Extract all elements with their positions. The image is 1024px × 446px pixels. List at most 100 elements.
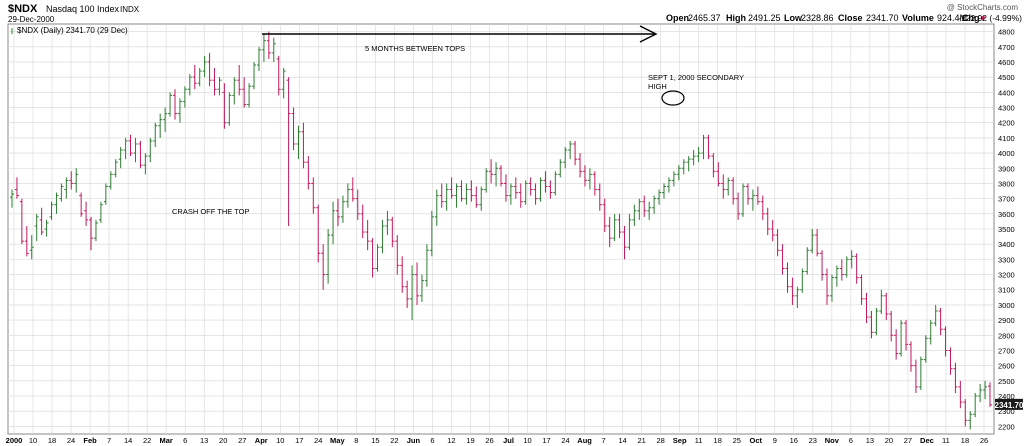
x-tick-label: 6 (430, 436, 434, 445)
ohlc-bar (755, 186, 760, 205)
ohlc-bar (271, 37, 276, 62)
ohlc-bar (286, 77, 291, 226)
ohlc-bar (355, 189, 360, 220)
ohlc-bar (197, 68, 202, 87)
ohlc-bar (444, 183, 449, 211)
ohlc-bar (933, 304, 938, 327)
y-axis: 2200 2300 2400 2500 2600 2700 2800 2900 3000 3100… (998, 28, 1015, 432)
ohlc-bar (439, 183, 444, 208)
ohlc-bar (331, 201, 336, 245)
ohlc-bar (538, 177, 543, 202)
ohlc-bar (642, 195, 647, 217)
ohlc-bar (943, 326, 948, 357)
ohlc-bar (429, 210, 434, 257)
ohlc-bar (849, 250, 854, 269)
ohlc-bar (790, 277, 795, 305)
ohlc-bar (652, 195, 657, 214)
ohlc-bar (587, 168, 592, 190)
y-tick-label: 3700 (998, 195, 1015, 204)
open-label: Open (666, 13, 689, 23)
ohlc-bar (657, 189, 662, 205)
ohlc-bar (19, 198, 24, 245)
ohlc-bar (108, 171, 113, 190)
ohlc-bar (983, 380, 988, 400)
ohlc-bar (469, 180, 474, 202)
x-tick-label: 24 (67, 436, 75, 445)
five-months-text: 5 MONTHS BETWEEN TOPS (365, 44, 465, 53)
ohlc-bar (256, 46, 261, 72)
ohlc-bar (691, 150, 696, 166)
ohlc-bar (321, 244, 326, 290)
ohlc-bar (573, 140, 578, 166)
y-tick-label: 4700 (998, 43, 1015, 52)
ohlc-bar (913, 359, 918, 393)
ohlc-bar (128, 134, 133, 157)
ohlc-bar (494, 162, 499, 187)
ohlc-bar (701, 134, 706, 160)
ohlc-bar (474, 186, 479, 208)
y-tick-label: 2800 (998, 331, 1015, 340)
ohlc-bar (884, 292, 889, 321)
ohlc-bar (834, 265, 839, 287)
x-tick-label: 12 (447, 436, 455, 445)
x-tick-label: 14 (124, 436, 132, 445)
ohlc-bar (64, 177, 69, 199)
price-tag-value: 2341.70 (995, 401, 1024, 410)
ohlc-bar (617, 213, 622, 239)
y-tick-label: 2400 (998, 392, 1015, 401)
ohlc-bar (281, 68, 286, 99)
ohlc-bar (301, 122, 306, 169)
y-tick-label: 4600 (998, 58, 1015, 67)
ohlc-bar (24, 225, 29, 257)
ohlc-bar (760, 195, 765, 220)
ohlc-bar (800, 268, 805, 293)
x-tick-label: Aug (577, 436, 592, 445)
x-tick-label: 25 (733, 436, 741, 445)
ohlc-bar (795, 286, 800, 308)
ohlc-bar (602, 198, 607, 233)
ohlc-bar (607, 216, 612, 248)
chg-value: -122.92 (-4.99%) (958, 13, 1022, 23)
x-tick-label: 9 (773, 436, 777, 445)
ohlc-bar (622, 225, 627, 260)
ohlc-bar (741, 183, 746, 217)
x-tick-label: 21 (637, 436, 645, 445)
ohlc-bar (192, 65, 197, 90)
ohlc-bar (523, 180, 528, 205)
ohlc-bar (454, 183, 459, 208)
ohlc-bar (770, 219, 775, 242)
ohlc-bar (232, 77, 237, 105)
ohlc-bar (904, 320, 909, 351)
ohlc-bar (380, 219, 385, 254)
ohlc-bar (489, 159, 494, 184)
crash-text: CRASH OFF THE TOP (172, 207, 250, 216)
index-name: Nasdaq 100 Index (46, 4, 120, 14)
ohlc-bar (731, 177, 736, 205)
ohlc-bar (503, 174, 508, 202)
ohlc-bar (988, 382, 992, 407)
ohlc-bar (291, 107, 296, 151)
x-tick-label: 20 (219, 436, 227, 445)
ohlc-bar (894, 329, 899, 360)
ohlc-bar (405, 280, 410, 308)
ohlc-bar (854, 253, 859, 284)
ohlc-bar (805, 247, 810, 275)
ohlc-bar (464, 183, 469, 205)
ohlc-bar (612, 213, 617, 242)
x-tick-label: Nov (825, 436, 840, 445)
y-tick-label: 2500 (998, 377, 1015, 386)
ohlc-bar (582, 165, 587, 187)
x-tick-label: 7 (602, 436, 606, 445)
x-tick-label: 6 (183, 436, 187, 445)
ohlc-bar (908, 341, 913, 372)
last-price-tag: 2341.70 (995, 398, 1024, 410)
ohlc-bar (815, 229, 820, 257)
ohlc-bar (963, 399, 968, 427)
x-tick-label: 16 (790, 436, 798, 445)
sept-high-circle-icon (661, 90, 685, 106)
x-tick-label: 2000 (6, 436, 23, 445)
volume-value: 924.4M (937, 13, 967, 23)
ohlc-bar (336, 198, 340, 226)
ohlc-bar (874, 307, 879, 336)
x-tick-label: 26 (485, 436, 493, 445)
